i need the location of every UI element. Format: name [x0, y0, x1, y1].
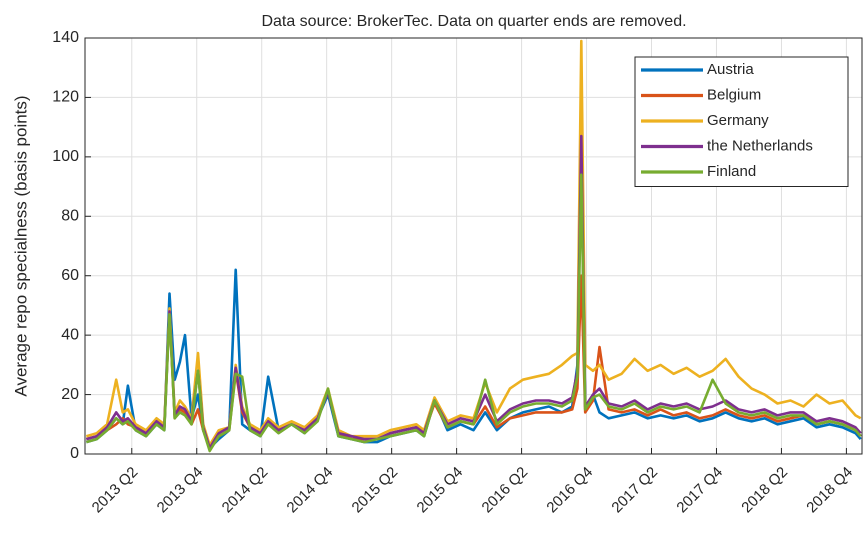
- y-tick-label: 120: [52, 89, 79, 106]
- legend: Austria Belgium Germany the Netherlands Finl…: [634, 56, 849, 187]
- chart-title: Data source: BrokerTec. Data on quarter …: [261, 13, 686, 30]
- legend-label: Finland: [707, 163, 756, 180]
- y-tick-label: 0: [70, 445, 79, 462]
- x-tick-label: 2017 Q4: [673, 464, 726, 517]
- x-tick-label: 2016 Q2: [478, 464, 531, 517]
- x-tick-label: 2013 Q4: [154, 464, 207, 517]
- legend-label: Belgium: [707, 86, 761, 103]
- y-axis-label: Average repo specialness (basis points): [11, 95, 30, 396]
- y-tick-label: 80: [61, 208, 79, 225]
- legend-label: Austria: [707, 61, 754, 78]
- legend-label: Germany: [707, 112, 769, 129]
- x-tick-label: 2017 Q2: [608, 464, 661, 517]
- y-tick-label: 60: [61, 267, 79, 284]
- x-tick-label: 2014 Q2: [219, 464, 272, 517]
- x-tick-label: 2015 Q2: [349, 464, 402, 517]
- x-tick-label: 2018 Q2: [738, 464, 791, 517]
- y-tick-label: 100: [52, 148, 79, 165]
- y-tick-label: 140: [52, 29, 79, 46]
- legend-label: the Netherlands: [707, 137, 813, 154]
- x-tick-label: 2015 Q4: [414, 464, 467, 517]
- x-tick-label: 2013 Q2: [89, 464, 142, 517]
- axes-box: [84, 37, 863, 455]
- x-tick-label: 2016 Q4: [543, 464, 596, 517]
- y-tick-label: 20: [61, 386, 79, 403]
- series-line: [85, 173, 862, 453]
- y-tick-label: 40: [61, 326, 79, 343]
- x-tick-label: 2014 Q4: [284, 464, 337, 517]
- x-tick-label: 2018 Q4: [803, 464, 856, 517]
- lines: [85, 39, 862, 453]
